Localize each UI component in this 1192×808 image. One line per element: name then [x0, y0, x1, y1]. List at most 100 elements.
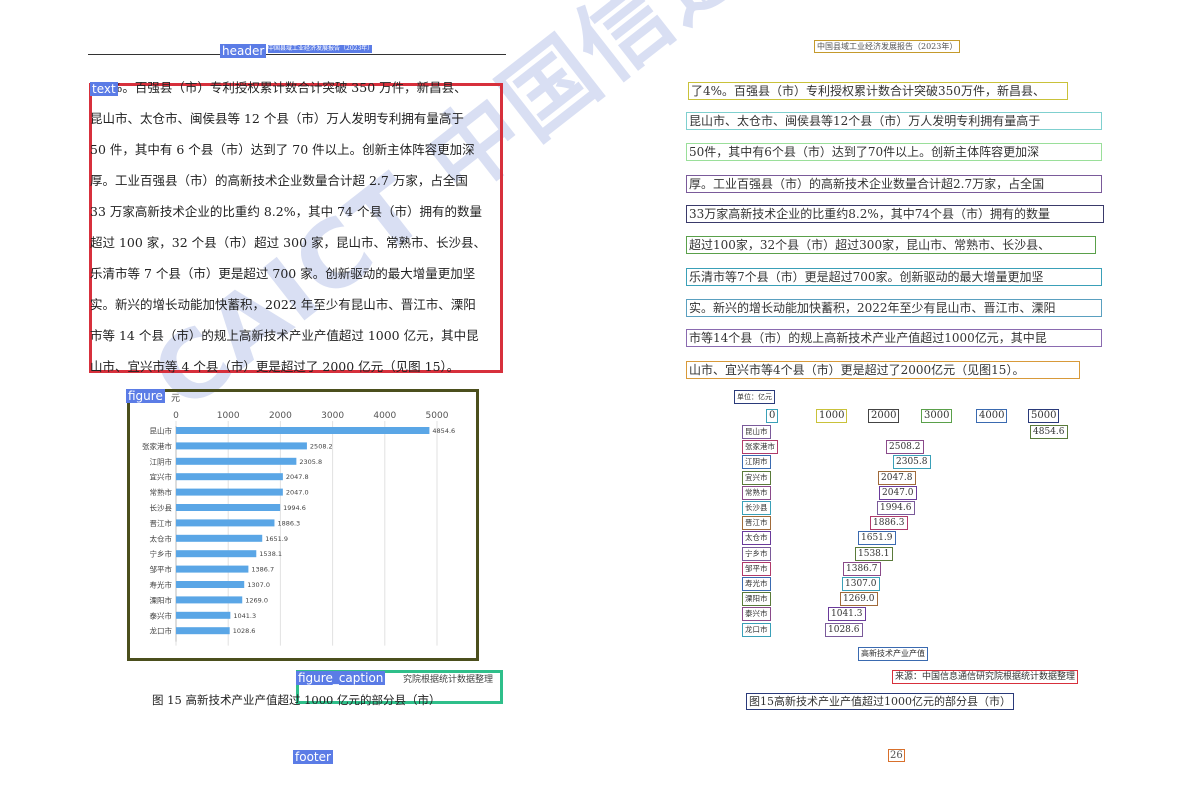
- value-label: 1538.1: [259, 550, 282, 558]
- ocr-chart-box: 4854.6: [1030, 425, 1068, 439]
- body-line: 实。新兴的增长动能加快蓄积，2022 年至少有昆山市、晋江市、溧阳: [90, 297, 476, 312]
- value-label: 2047.8: [286, 473, 309, 481]
- bar-chart: 0 1000 2000 3000 4000 5000 昆山市 4854.6 张家港市 2508.2…: [142, 411, 455, 646]
- category-label: 太仓市: [150, 533, 173, 543]
- source-fragment: 究院根据统计数据整理: [403, 675, 494, 685]
- ocr-chart-box: 张家港市: [742, 440, 778, 455]
- value-label: 1386.7: [251, 566, 274, 574]
- category-label: 宜兴市: [150, 472, 173, 482]
- ocr-chart-box: 长沙县: [742, 501, 771, 515]
- category-label: 常熟市: [150, 487, 173, 497]
- ocr-chart-box: 1269.0: [840, 592, 878, 607]
- ocr-chart-box: 溧阳市: [742, 592, 771, 607]
- ocr-chart-box: 宁乡市: [742, 546, 771, 561]
- x-tick-label: 1000: [217, 411, 240, 421]
- ocr-chart-box: 寿光市: [742, 577, 771, 591]
- ocr-chart-box: 1000: [816, 409, 848, 423]
- right-source: 来源：中国信息通信研究院根据统计数据整理: [892, 670, 1079, 684]
- ocr-line: 50件，其中有6个县（市）达到了70件以上。创新主体阵容更加深: [686, 143, 1102, 161]
- right-caption: 图15高新技术产业产值超过1000亿元的部分县（市）: [746, 693, 1014, 710]
- bar: [176, 565, 249, 573]
- ocr-line: 实。新兴的增长动能加快蓄积，2022年至少有昆山市、晋江市、溧阳: [686, 299, 1102, 317]
- category-label: 溧阳市: [150, 595, 173, 605]
- category-label: 昆山市: [150, 426, 173, 436]
- ocr-line: 厚。工业百强县（市）的高新技术企业数量合计超2.7万家，占全国: [686, 175, 1102, 193]
- bar: [176, 504, 281, 511]
- x-tick-label: 2000: [269, 411, 292, 421]
- bar: [176, 581, 245, 588]
- caption-region-box: [296, 670, 503, 704]
- body-line: 乐清市等 7 个县（市）更是超过 700 家。创新驱动的最大增量更加坚: [90, 266, 476, 281]
- ocr-line: 超过100家，32个县（市）超过300家，昆山市、常熟市、长沙县、: [686, 236, 1096, 254]
- ocr-chart-box: 4000: [976, 409, 1008, 423]
- category-label: 长沙县: [150, 503, 173, 513]
- category-label: 寿光市: [150, 580, 173, 590]
- x-tick-label: 4000: [373, 411, 396, 421]
- text-region-box: [89, 83, 503, 373]
- ocr-chart-box: 1307.0: [842, 577, 880, 591]
- page-number: 26: [888, 749, 905, 762]
- ocr-chart-box: 泰兴市: [742, 607, 771, 622]
- value-label: 1041.3: [233, 612, 256, 620]
- header-text-block: 中国县域工业经济发展报告（2023年）: [268, 45, 372, 53]
- body-line: 了4%。百强县（市）专利授权累计数合计突破 350 万件，新昌县、: [90, 80, 467, 95]
- bar: [176, 442, 307, 450]
- ocr-chart-box: 晋江市: [742, 516, 771, 531]
- bar: [176, 488, 283, 496]
- category-label: 邹平市: [150, 564, 173, 574]
- ocr-chart-box: 太仓市: [742, 531, 771, 546]
- body-line: 市等 14 个县（市）的规上高新技术产业产值超过 1000 亿元，其中昆: [90, 328, 479, 343]
- x-tick-label: 0: [173, 411, 179, 421]
- category-label: 江阴市: [150, 456, 173, 466]
- bar: [176, 534, 263, 542]
- bar: [176, 473, 283, 481]
- category-label: 张家港市: [142, 441, 172, 451]
- ocr-chart-box: 2000: [868, 409, 900, 423]
- ocr-chart-box: 3000: [921, 409, 953, 423]
- x-tick-label: 5000: [426, 411, 449, 421]
- ocr-chart-box: 1386.7: [843, 561, 881, 576]
- header-layout-tag: header: [220, 44, 267, 58]
- figure-region-box: [127, 389, 479, 661]
- header-text: 中国县域工业经济发展报告（2023年）: [268, 45, 372, 52]
- ocr-line: 市等14个县（市）的规上高新技术产业产值超过1000亿元，其中昆: [686, 329, 1102, 347]
- x-tick-label: 3000: [321, 411, 344, 421]
- value-label: 2305.8: [299, 458, 322, 466]
- bar: [176, 611, 231, 619]
- ocr-chart-box: 1538.1: [855, 546, 893, 561]
- ocr-chart-box: 5000: [1028, 409, 1060, 423]
- bar: [176, 457, 297, 465]
- ocr-chart-box: 2047.8: [878, 470, 916, 485]
- value-label: 1886.3: [277, 519, 300, 527]
- ocr-chart-box: 1041.3: [828, 607, 866, 622]
- caption-layout-tag: figure_caption: [296, 671, 386, 685]
- ocr-chart-box: 2508.2: [886, 440, 924, 455]
- ocr-chart-box: 邹平市: [742, 561, 771, 576]
- category-label: 泰兴市: [150, 610, 173, 620]
- ocr-chart-box: 昆山市: [742, 425, 771, 439]
- body-line: 厚。工业百强县（市）的高新技术企业数量合计超 2.7 万家，占全国: [90, 173, 468, 188]
- ocr-chart-box: 2047.0: [879, 485, 917, 500]
- value-label: 2508.2: [310, 442, 333, 450]
- ocr-line: 乐清市等7个县（市）更是超过700家。创新驱动的最大增量更加坚: [686, 268, 1102, 286]
- figure-caption: 图 15 高新技术产业产值超过 1000 亿元的部分县（市）: [152, 693, 441, 707]
- value-label: 4854.6: [432, 427, 455, 435]
- ocr-chart-box: 常熟市: [742, 485, 771, 500]
- ocr-chart-box: 1651.9: [858, 531, 896, 546]
- figure-unit-fragment: 元: [171, 394, 181, 404]
- text-layout-tag: text: [90, 82, 118, 96]
- ocr-chart-box: 1994.6: [877, 501, 915, 515]
- value-label: 1994.6: [283, 504, 306, 512]
- ocr-line: 昆山市、太仓市、闽侯县等12个县（市）万人发明专利拥有量高于: [686, 112, 1102, 130]
- value-label: 2047.0: [286, 489, 309, 497]
- running-title: 中国县域工业经济发展报告（2023年）: [814, 40, 961, 53]
- bar: [176, 550, 257, 558]
- ocr-chart-box: 单位：亿元: [734, 390, 775, 404]
- body-line: 50 件，其中有 6 个县（市）达到了 70 件以上。创新主体阵容更加深: [90, 142, 475, 157]
- ocr-line: 33万家高新技术企业的比重约8.2%，其中74个县（市）拥有的数量: [686, 205, 1104, 223]
- body-line: 山市、宜兴市等 4 个县（市）更是超过了 2000 亿元（见图 15）。: [90, 359, 460, 374]
- bar: [176, 519, 275, 527]
- ocr-chart-box: 1886.3: [870, 516, 908, 531]
- body-line: 昆山市、太仓市、闽侯县等 12 个县（市）万人发明专利拥有量高于: [90, 111, 464, 126]
- header-rule: [88, 54, 506, 55]
